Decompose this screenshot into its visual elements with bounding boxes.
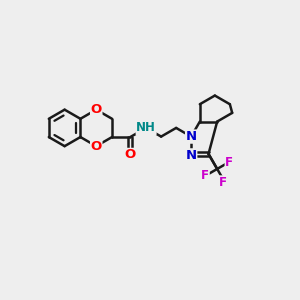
Text: F: F [225,156,233,170]
Text: N: N [186,130,197,143]
Text: N: N [186,149,197,162]
Text: O: O [125,148,136,161]
Text: F: F [201,169,209,182]
Text: O: O [91,103,102,116]
Text: O: O [91,140,102,153]
Text: NH: NH [136,122,156,134]
Text: F: F [219,176,227,189]
